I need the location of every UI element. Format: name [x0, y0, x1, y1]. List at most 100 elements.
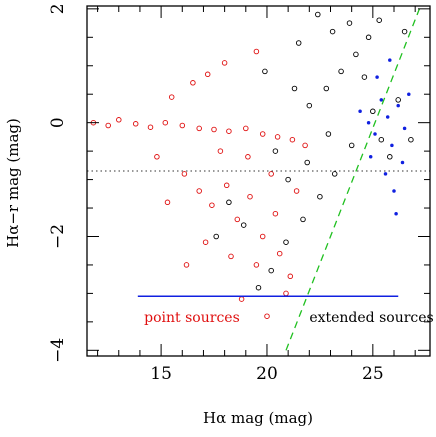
data-point-s0-39	[245, 154, 251, 160]
data-point-s2-14	[388, 58, 392, 62]
data-point-s1-10	[361, 74, 368, 80]
annotation-0: point sources	[144, 310, 240, 326]
data-point-s1-32	[401, 28, 408, 35]
green-dashed-line	[285, 8, 421, 351]
data-point-s0-16	[204, 71, 211, 78]
x-tick-label: 15	[150, 364, 172, 384]
data-point-s0-20	[196, 188, 202, 194]
data-point-s0-10	[243, 125, 249, 132]
data-point-s1-30	[395, 97, 401, 103]
data-point-s0-18	[253, 48, 260, 55]
data-point-s2-6	[396, 103, 400, 108]
data-point-s0-27	[202, 239, 209, 245]
data-point-s2-1	[366, 120, 371, 125]
data-point-s1-8	[329, 28, 336, 35]
data-point-s2-9	[368, 155, 373, 159]
data-point-s1-12	[378, 136, 385, 143]
data-point-s0-21	[209, 202, 215, 208]
data-point-s0-33	[264, 313, 270, 319]
data-point-s0-13	[289, 136, 296, 143]
data-point-s1-19	[268, 267, 274, 274]
data-point-s0-32	[238, 296, 245, 302]
data-point-s0-1	[105, 122, 111, 129]
data-point-s0-23	[234, 216, 241, 223]
data-point-s0-25	[259, 233, 266, 240]
data-point-s1-27	[272, 148, 279, 154]
data-point-s0-36	[164, 199, 171, 206]
data-point-s0-26	[272, 210, 279, 217]
data-point-s1-24	[325, 131, 332, 137]
data-point-s0-12	[274, 134, 281, 140]
data-point-s0-35	[154, 154, 160, 160]
data-point-s0-34	[283, 290, 289, 297]
data-point-s1-17	[300, 216, 306, 223]
data-point-s2-2	[373, 132, 377, 136]
data-point-s1-28	[262, 68, 268, 75]
data-point-s0-42	[302, 142, 308, 149]
data-point-s2-15	[394, 211, 398, 216]
data-point-s0-19	[181, 171, 188, 177]
data-point-s2-0	[358, 109, 362, 114]
data-point-s2-3	[379, 98, 384, 102]
data-point-s0-37	[183, 262, 190, 268]
data-point-s0-31	[287, 273, 294, 280]
data-point-s1-9	[346, 20, 353, 26]
data-point-s0-4	[147, 124, 154, 130]
data-point-s1-26	[285, 176, 291, 183]
data-point-s0-24	[247, 193, 253, 200]
data-point-s0-29	[253, 262, 260, 268]
y-axis-label: Hα−r mag (mag)	[4, 118, 22, 248]
data-point-s1-13	[387, 154, 393, 160]
data-point-s0-7	[196, 125, 202, 132]
data-point-s1-22	[226, 199, 232, 206]
data-point-s2-12	[400, 160, 405, 165]
data-point-s0-28	[228, 253, 234, 260]
data-point-s1-29	[291, 85, 298, 92]
data-point-s2-10	[383, 172, 388, 176]
y-tick-label: −2	[48, 224, 68, 249]
data-point-s2-4	[385, 115, 390, 119]
data-point-s0-14	[168, 94, 175, 100]
axis-ticks	[87, 6, 430, 356]
data-point-s2-7	[402, 126, 407, 131]
data-point-s0-3	[132, 121, 139, 127]
data-point-s1-21	[240, 222, 247, 228]
data-point-s0-30	[276, 250, 283, 257]
y-tick-label: −4	[48, 338, 68, 363]
data-point-s2-11	[392, 189, 396, 193]
annotation-1: extended sources	[309, 310, 433, 326]
data-point-s1-0	[306, 102, 313, 109]
data-point-s0-41	[293, 188, 300, 194]
data-point-s0-6	[179, 122, 186, 129]
data-point-s1-18	[283, 239, 289, 245]
data-point-s2-8	[375, 75, 379, 79]
data-point-s2-5	[390, 143, 394, 148]
data-point-s1-2	[338, 68, 344, 75]
data-point-s1-1	[323, 85, 330, 92]
data-point-s2-13	[407, 92, 411, 96]
data-point-s1-5	[376, 17, 382, 23]
data-point-s1-31	[408, 136, 414, 143]
data-point-s0-15	[190, 80, 196, 86]
annotations: point sources extended sources	[144, 310, 434, 326]
data-point-s0-2	[116, 117, 122, 123]
data-point-s0-9	[226, 128, 232, 134]
data-point-s1-15	[331, 171, 338, 177]
data-point-s1-14	[348, 142, 355, 149]
data-points	[90, 11, 414, 319]
x-tick-label: 20	[256, 364, 278, 384]
data-point-s1-7	[315, 11, 321, 18]
data-point-s1-25	[304, 159, 310, 166]
y-tick-label: 0	[48, 117, 68, 128]
data-point-s1-23	[213, 233, 219, 240]
data-point-s0-8	[211, 126, 217, 133]
x-axis-label: Hα mag (mag)	[203, 409, 313, 427]
data-point-s1-4	[365, 34, 372, 41]
data-point-s0-17	[221, 60, 228, 66]
data-point-s0-38	[217, 148, 224, 154]
data-point-s1-6	[295, 40, 302, 46]
data-point-s1-20	[255, 284, 262, 291]
data-point-s0-5	[162, 119, 169, 126]
